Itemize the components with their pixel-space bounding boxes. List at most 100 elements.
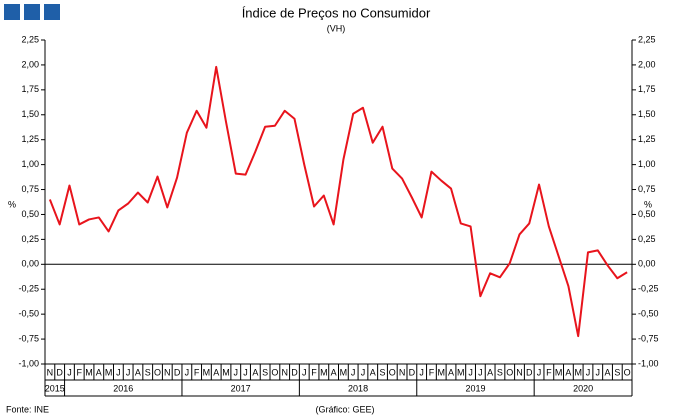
x-tick-label: F xyxy=(429,367,435,377)
y2-tick-label: -0,75 xyxy=(638,333,659,343)
x-tick-label: J xyxy=(586,367,591,377)
y2-axis-label: % xyxy=(644,199,652,209)
x-tick-label: N xyxy=(516,367,523,377)
y2-tick-label: 0,75 xyxy=(638,184,656,194)
y-tick-label: -0,25 xyxy=(18,284,39,294)
x-tick-label: O xyxy=(389,367,396,377)
x-tick-label: N xyxy=(47,367,54,377)
x-tick-label: S xyxy=(262,367,268,377)
x-tick-label: D xyxy=(526,367,533,377)
y2-tick-label: 0,25 xyxy=(638,234,656,244)
y2-tick-label: 1,50 xyxy=(638,109,656,119)
x-tick-label: A xyxy=(96,367,102,377)
x-tick-label: O xyxy=(271,367,278,377)
x-tick-label: J xyxy=(126,367,131,377)
x-tick-label: A xyxy=(605,367,611,377)
x-tick-label: J xyxy=(116,367,121,377)
x-tick-label: N xyxy=(281,367,288,377)
x-group-label: 2020 xyxy=(573,383,593,393)
y-tick-label: 1,75 xyxy=(21,84,39,94)
y-axis-label: % xyxy=(8,199,16,209)
x-group-label: 2017 xyxy=(231,383,251,393)
x-group-label: 2018 xyxy=(348,383,368,393)
chart-title: Índice de Preços no Consumidor xyxy=(242,5,431,20)
x-tick-label: M xyxy=(340,367,348,377)
y-tick-label: 1,50 xyxy=(21,109,39,119)
y-tick-label: -1,00 xyxy=(18,358,39,368)
chart-subtitle: (VH) xyxy=(327,23,346,33)
x-tick-label: J xyxy=(468,367,473,377)
x-tick-label: M xyxy=(320,367,328,377)
x-tick-label: D xyxy=(291,367,298,377)
x-tick-label: O xyxy=(154,367,161,377)
y-tick-label: 0,50 xyxy=(21,209,39,219)
x-tick-label: A xyxy=(370,367,376,377)
x-tick-label: F xyxy=(194,367,200,377)
y2-tick-label: 0,50 xyxy=(638,209,656,219)
x-tick-label: D xyxy=(174,367,181,377)
x-tick-label: A xyxy=(487,367,493,377)
line-series xyxy=(48,65,628,338)
x-tick-label: J xyxy=(302,367,307,377)
x-tick-label: F xyxy=(546,367,552,377)
x-tick-label: D xyxy=(409,367,416,377)
x-tick-label: M xyxy=(457,367,465,377)
x-tick-label: J xyxy=(419,367,424,377)
x-tick-label: J xyxy=(234,367,239,377)
y-tick-label: 0,00 xyxy=(21,259,39,269)
y2-tick-label: -0,25 xyxy=(638,284,659,294)
x-tick-label: M xyxy=(203,367,211,377)
x-tick-label: M xyxy=(437,367,445,377)
logo-square xyxy=(4,4,20,20)
logo-square xyxy=(24,4,40,20)
y-tick-label: 1,00 xyxy=(21,159,39,169)
y2-tick-label: 1,25 xyxy=(638,134,656,144)
y-tick-label: 2,00 xyxy=(21,59,39,69)
y2-tick-label: -0,50 xyxy=(638,309,659,319)
x-tick-label: M xyxy=(222,367,230,377)
x-tick-label: A xyxy=(252,367,258,377)
x-tick-label: A xyxy=(213,367,219,377)
x-tick-label: J xyxy=(596,367,601,377)
y2-tick-label: -1,00 xyxy=(638,358,659,368)
x-tick-label: J xyxy=(537,367,542,377)
x-tick-label: A xyxy=(331,367,337,377)
x-tick-label: M xyxy=(574,367,582,377)
x-tick-label: J xyxy=(361,367,366,377)
x-tick-label: N xyxy=(399,367,406,377)
x-tick-label: J xyxy=(67,367,72,377)
y2-tick-label: 1,00 xyxy=(638,159,656,169)
y-tick-label: -0,50 xyxy=(18,309,39,319)
x-tick-label: O xyxy=(506,367,513,377)
credit: (Gráfico: GEE) xyxy=(315,404,374,414)
x-tick-label: M xyxy=(85,367,93,377)
x-group-label: 2019 xyxy=(465,383,485,393)
x-group-label: 2015 xyxy=(45,383,65,393)
logo-square xyxy=(44,4,60,20)
x-tick-label: J xyxy=(478,367,483,377)
x-tick-label: S xyxy=(497,367,503,377)
x-tick-label: D xyxy=(56,367,63,377)
y-tick-label: 2,25 xyxy=(21,34,39,44)
x-tick-label: A xyxy=(135,367,141,377)
y-tick-label: 1,25 xyxy=(21,134,39,144)
x-tick-label: J xyxy=(351,367,356,377)
y-tick-label: 0,25 xyxy=(21,234,39,244)
y2-tick-label: 2,25 xyxy=(638,34,656,44)
y2-tick-label: 2,00 xyxy=(638,59,656,69)
x-tick-label: O xyxy=(624,367,631,377)
y-tick-label: -0,75 xyxy=(18,333,39,343)
x-tick-label: F xyxy=(311,367,317,377)
source: Fonte: INE xyxy=(6,404,49,414)
y2-tick-label: 0,00 xyxy=(638,259,656,269)
x-tick-label: A xyxy=(565,367,571,377)
x-tick-label: M xyxy=(105,367,113,377)
x-tick-label: S xyxy=(145,367,151,377)
x-tick-label: M xyxy=(555,367,563,377)
x-tick-label: N xyxy=(164,367,171,377)
y2-tick-label: 1,75 xyxy=(638,84,656,94)
x-group-label: 2016 xyxy=(113,383,133,393)
x-tick-label: F xyxy=(76,367,82,377)
x-tick-label: S xyxy=(614,367,620,377)
